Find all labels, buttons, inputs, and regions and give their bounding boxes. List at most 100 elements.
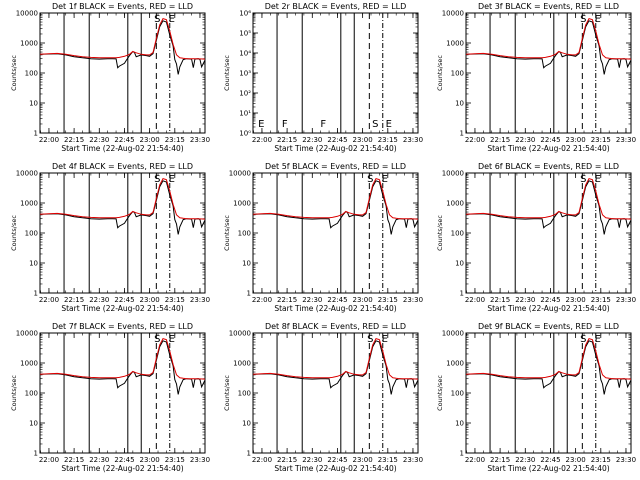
x-tick-label: 22:30 xyxy=(515,296,535,304)
y-tick-label: 10³ xyxy=(239,70,251,78)
start-marker-label: S xyxy=(580,334,586,345)
panel-title: Det 1f BLACK = Events, RED = LLD xyxy=(52,2,193,11)
x-tick-label: 23:30 xyxy=(403,296,423,304)
y-axis-title: Counts/sec xyxy=(223,375,231,411)
y-tick-label: 10⁵ xyxy=(239,30,251,38)
start-marker-label: S xyxy=(580,174,586,185)
x-tick-label: 22:00 xyxy=(252,136,272,144)
x-tick-label: 23:00 xyxy=(353,296,373,304)
bottom-marker-label: E xyxy=(386,119,392,130)
x-tick-label: 22:15 xyxy=(490,296,510,304)
x-tick-label: 22:30 xyxy=(89,456,109,464)
series-line-events xyxy=(39,340,206,395)
series-line-lld xyxy=(465,17,632,60)
y-tick-label: 100 xyxy=(451,230,464,238)
end-marker-label: E xyxy=(382,174,388,185)
panel-title: Det 2r BLACK = Events, RED = LLD xyxy=(265,2,407,11)
start-marker-label: S xyxy=(154,174,160,185)
detector-panel-2: Det 2r BLACK = Events, RED = LLD 10⁰ 10¹ 10… xyxy=(223,2,423,153)
y-tick-label: 1000 xyxy=(446,40,464,48)
x-tick-label: 23:15 xyxy=(165,136,185,144)
x-tick-label: 22:15 xyxy=(277,456,297,464)
y-tick-label: 10 xyxy=(455,420,464,428)
y-axis-title: Counts/sec xyxy=(223,215,231,251)
x-axis-title: Start Time (22-Aug-02 21:54:40) xyxy=(61,464,183,473)
panel-title: Det 8f BLACK = Events, RED = LLD xyxy=(265,322,406,331)
plot-frame xyxy=(39,172,206,294)
x-axis-title: Start Time (22-Aug-02 21:54:40) xyxy=(274,464,396,473)
plot-frame xyxy=(252,12,419,134)
detector-panel-3: Det 3f BLACK = Events, RED = LLD 1 10 100 10… xyxy=(436,2,636,153)
y-tick-label: 10 xyxy=(29,420,38,428)
x-tick-label: 22:30 xyxy=(89,136,109,144)
x-tick-label: 23:15 xyxy=(165,296,185,304)
y-tick-label: 10000 xyxy=(16,10,38,18)
y-tick-label: 10² xyxy=(239,90,251,98)
y-axis-title: Counts/sec xyxy=(436,55,444,91)
x-tick-label: 22:00 xyxy=(39,296,59,304)
y-axis-title: Counts/sec xyxy=(10,215,18,251)
x-tick-label: 23:00 xyxy=(140,296,160,304)
y-tick-label: 10000 xyxy=(442,10,464,18)
series-line-events xyxy=(39,180,206,235)
x-tick-label: 23:30 xyxy=(403,136,423,144)
y-tick-label: 10⁰ xyxy=(239,130,251,138)
x-tick-label: 22:45 xyxy=(114,456,134,464)
panel-title: Det 3f BLACK = Events, RED = LLD xyxy=(478,2,619,11)
plot-frame xyxy=(465,172,632,294)
x-tick-label: 23:00 xyxy=(566,136,586,144)
detector-panel-4: Det 4f BLACK = Events, RED = LLD 1 10 100 10… xyxy=(10,162,210,313)
end-marker-label: E xyxy=(595,14,601,25)
end-marker-label: E xyxy=(169,14,175,25)
x-tick-label: 22:30 xyxy=(515,136,535,144)
panel-title: Det 5f BLACK = Events, RED = LLD xyxy=(265,162,406,171)
y-tick-label: 1000 xyxy=(233,360,251,368)
x-tick-label: 23:15 xyxy=(591,296,611,304)
x-tick-label: 22:00 xyxy=(39,456,59,464)
x-tick-label: 23:15 xyxy=(591,456,611,464)
x-tick-label: 23:00 xyxy=(353,136,373,144)
detector-panel-8: Det 8f BLACK = Events, RED = LLD 1 10 100 10… xyxy=(223,322,423,473)
series-line-lld xyxy=(465,177,632,220)
y-axis-title: Counts/sec xyxy=(10,55,18,91)
start-marker-label: S xyxy=(154,334,160,345)
x-tick-label: 22:00 xyxy=(252,296,272,304)
series-line-events xyxy=(252,340,419,395)
x-tick-label: 22:30 xyxy=(302,456,322,464)
y-tick-label: 10 xyxy=(29,260,38,268)
y-tick-label: 10 xyxy=(29,100,38,108)
y-tick-label: 1000 xyxy=(446,200,464,208)
x-tick-label: 22:30 xyxy=(515,456,535,464)
x-tick-label: 23:00 xyxy=(566,296,586,304)
x-tick-label: 23:15 xyxy=(165,456,185,464)
x-axis-title: Start Time (22-Aug-02 21:54:40) xyxy=(61,144,183,153)
x-tick-label: 23:00 xyxy=(566,456,586,464)
plot-frame xyxy=(252,172,419,294)
y-tick-label: 1 xyxy=(34,290,38,298)
y-tick-label: 10000 xyxy=(229,330,251,338)
end-marker-label: E xyxy=(382,334,388,345)
end-marker-label: E xyxy=(595,174,601,185)
detector-panel-7: Det 7f BLACK = Events, RED = LLD 1 10 100 10… xyxy=(10,322,210,473)
y-tick-label: 100 xyxy=(451,70,464,78)
x-tick-label: 22:45 xyxy=(327,296,347,304)
y-axis-title: Counts/sec xyxy=(436,215,444,251)
x-tick-label: 22:45 xyxy=(327,456,347,464)
panel-title: Det 7f BLACK = Events, RED = LLD xyxy=(52,322,193,331)
series-line-lld xyxy=(252,337,419,380)
x-tick-label: 22:15 xyxy=(277,296,297,304)
x-tick-label: 23:15 xyxy=(378,456,398,464)
plot-frame xyxy=(252,332,419,454)
y-tick-label: 10 xyxy=(242,260,251,268)
x-tick-label: 23:15 xyxy=(378,136,398,144)
y-tick-label: 10¹ xyxy=(239,110,251,118)
x-tick-label: 22:00 xyxy=(465,456,485,464)
y-tick-label: 1 xyxy=(247,290,251,298)
x-tick-label: 23:00 xyxy=(353,456,373,464)
x-tick-label: 22:45 xyxy=(540,136,560,144)
y-tick-label: 1000 xyxy=(20,40,38,48)
x-tick-label: 23:00 xyxy=(140,136,160,144)
y-tick-label: 10⁴ xyxy=(239,50,251,58)
y-axis-title: Counts/sec xyxy=(436,375,444,411)
x-tick-label: 22:45 xyxy=(540,296,560,304)
